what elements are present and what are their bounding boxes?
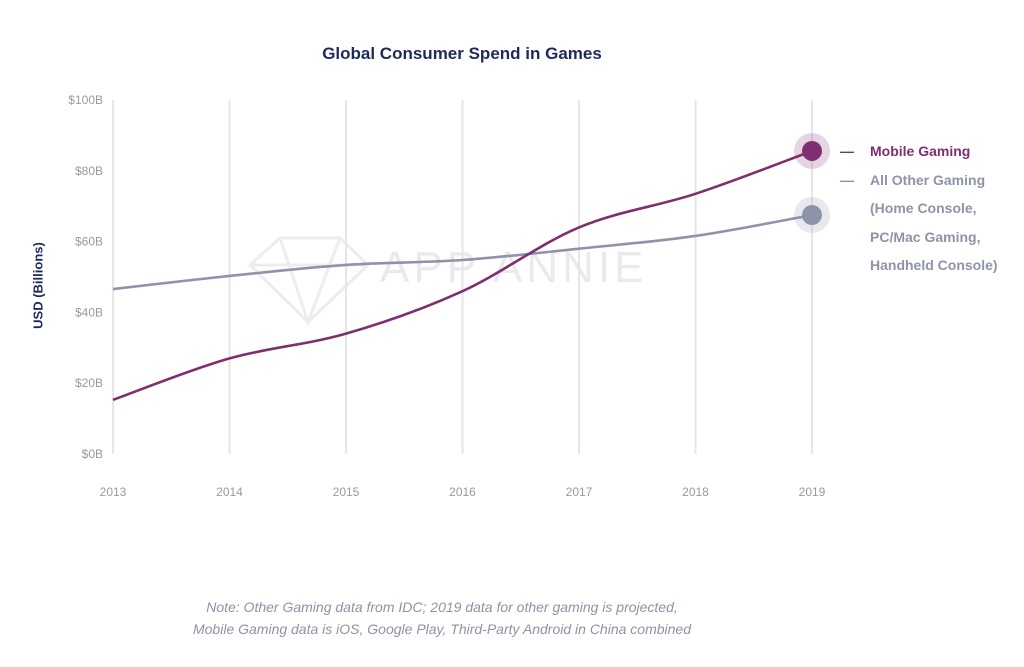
legend-label-other-line3: PC/Mac Gaming, xyxy=(870,228,981,245)
legend-swatch-mobile: — xyxy=(840,143,854,159)
legend-item-other: — All Other Gaming (Home Console, PC/Mac… xyxy=(840,166,998,280)
y-tick-label: $40B xyxy=(75,305,103,319)
x-tick-label: 2013 xyxy=(100,485,127,499)
x-tick-label: 2015 xyxy=(333,485,360,499)
legend-swatch-other: — xyxy=(840,171,854,188)
series-line-other xyxy=(112,213,813,291)
legend-label-mobile: Mobile Gaming xyxy=(870,143,971,159)
x-tick-label: 2017 xyxy=(566,485,593,499)
y-tick-label: $60B xyxy=(75,235,103,249)
chart-note: Note: Other Gaming data from IDC; 2019 d… xyxy=(0,596,884,640)
x-tick-label: 2014 xyxy=(216,485,243,499)
y-tick-label: $20B xyxy=(75,376,103,390)
x-tick-label: 2016 xyxy=(449,485,476,499)
legend-label-other-line4: Handheld Console) xyxy=(870,257,998,273)
y-axis-label: USD (Billions) xyxy=(30,242,46,329)
chart-title: Global Consumer Spend in Games xyxy=(322,44,602,63)
legend: — Mobile Gaming — All Other Gaming (Home… xyxy=(840,137,998,280)
endpoint-marker-other xyxy=(802,205,822,226)
watermark-text: APP ANNIE xyxy=(380,243,648,292)
legend-item-mobile: — Mobile Gaming xyxy=(840,137,998,166)
legend-label-other-line2: (Home Console, xyxy=(870,200,977,216)
y-tick-label: $80B xyxy=(75,164,103,178)
x-tick-label: 2018 xyxy=(682,485,709,499)
y-tick-label: $0B xyxy=(82,447,103,461)
watermark-logo xyxy=(247,236,371,327)
legend-label-other: All Other Gaming xyxy=(870,171,986,188)
note-line-2: Mobile Gaming data is iOS, Google Play, … xyxy=(192,621,691,637)
note-line-1: Note: Other Gaming data from IDC; 2019 d… xyxy=(206,599,678,615)
diamond-icon xyxy=(247,236,371,327)
series-line-mobile xyxy=(112,149,813,402)
endpoint-marker-mobile xyxy=(802,140,822,161)
x-tick-label: 2019 xyxy=(799,485,826,499)
y-tick-label: $100B xyxy=(68,93,103,107)
